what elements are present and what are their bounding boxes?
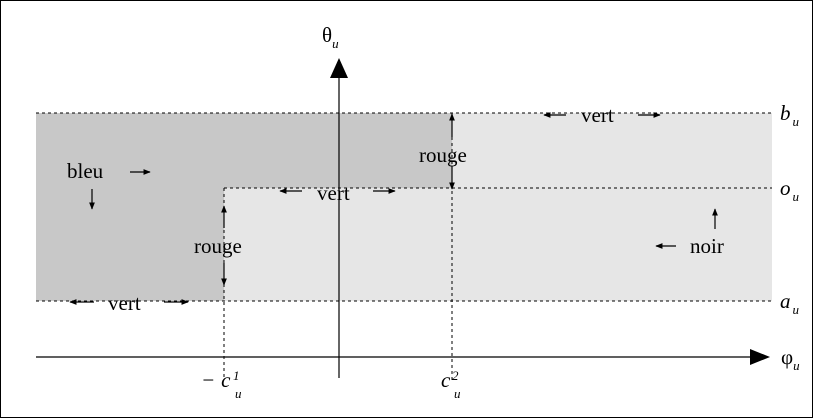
dark-region [36, 113, 452, 301]
label-rouge-left: rouge [194, 234, 242, 258]
horizontal-axis-arrowhead [750, 349, 770, 365]
tick-label-c1-subscript: u [235, 386, 242, 401]
label-vert-top: vert [581, 103, 614, 127]
tick-label-c2-subscript: u [454, 386, 461, 401]
label-vert-mid: vert [317, 181, 350, 205]
tick-label-c1: − c [201, 368, 231, 392]
tick-label-c2-superscript: 2 [452, 368, 459, 383]
label-noir: noir [690, 234, 724, 258]
horizontal-axis-label: φu [781, 345, 800, 373]
vertical-axis-arrowhead [330, 58, 348, 78]
label-rouge-top: rouge [419, 143, 467, 167]
vertical-axis-label: θu [322, 23, 339, 51]
tick-label-c2: c [441, 368, 451, 392]
label-bleu: bleu [67, 159, 104, 183]
tick-label-c1-superscript: 1 [233, 368, 240, 383]
label-vert-bottom: vert [108, 291, 141, 315]
